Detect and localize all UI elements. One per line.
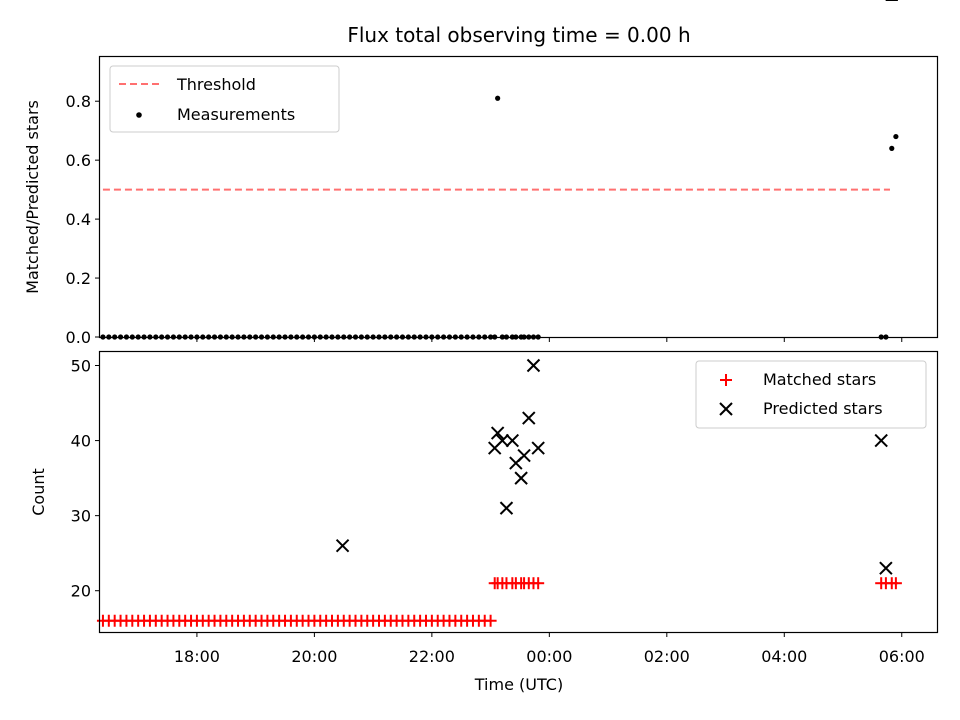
top-y-tick-label: 0.2 bbox=[66, 269, 91, 288]
bottom-legend: Matched stars Predicted stars bbox=[695, 360, 927, 429]
top-y-tick-label: 0.0 bbox=[66, 328, 91, 347]
top-legend-box bbox=[109, 65, 340, 133]
x-tick-label: 04:00 bbox=[761, 647, 807, 666]
top-plot-area bbox=[100, 95, 899, 340]
matched-legend-marker bbox=[720, 374, 732, 386]
predicted-star-point bbox=[499, 501, 514, 515]
predicted-legend-label: Predicted stars bbox=[763, 399, 883, 418]
predicted-star-point bbox=[517, 448, 531, 463]
bottom-legend-box bbox=[695, 360, 927, 429]
top-x-ticks bbox=[196, 337, 903, 342]
x-tick-label: 22:00 bbox=[409, 647, 455, 666]
bottom-y-tick-label: 20 bbox=[71, 582, 91, 601]
bottom-y-tick-label: 30 bbox=[71, 507, 91, 526]
threshold-legend-label: Threshold bbox=[176, 75, 256, 94]
predicted-star-point bbox=[514, 471, 528, 485]
top-y-axis-label: Matched/Predicted stars bbox=[23, 100, 42, 294]
chart-title: Flux total observing time = 0.00 h bbox=[347, 23, 690, 47]
bottom-y-axis-label: Count bbox=[29, 468, 48, 516]
bottom-plot-area bbox=[96, 0, 902, 627]
x-tick-label: 00:00 bbox=[526, 647, 572, 666]
measurements-legend-marker bbox=[136, 112, 142, 118]
predicted-star-point bbox=[879, 561, 893, 575]
predicted-star-point bbox=[335, 538, 350, 553]
top-y-axis: 0.0 0.2 0.4 0.6 0.8 bbox=[66, 92, 100, 347]
matched-star-point bbox=[484, 614, 497, 627]
predicted-star-point bbox=[490, 426, 505, 440]
x-tick-label: 06:00 bbox=[879, 647, 925, 666]
x-tick-label: 02:00 bbox=[644, 647, 690, 666]
bottom-panel: 20 30 40 50 18:00 20:00 22:00 00:00 02:00 04:00 0… bbox=[29, 0, 939, 694]
predicted-star-point bbox=[531, 441, 545, 455]
top-legend: Threshold Measurements bbox=[109, 65, 340, 133]
bottom-y-tick-label: 40 bbox=[71, 432, 91, 451]
bottom-x-axis: 18:00 20:00 22:00 00:00 02:00 04:00 06:00 bbox=[174, 632, 925, 666]
measurement-point bbox=[893, 133, 899, 140]
top-axes-frame bbox=[98, 55, 939, 339]
top-y-tick-label: 0.4 bbox=[66, 210, 91, 229]
measurements-legend-label: Measurements bbox=[177, 105, 295, 124]
predicted-star-point bbox=[526, 358, 541, 373]
top-y-tick-label: 0.6 bbox=[66, 151, 91, 170]
bottom-y-axis: 20 30 40 50 bbox=[71, 357, 100, 601]
x-axis-label: Time (UTC) bbox=[474, 675, 563, 694]
matched-legend-label: Matched stars bbox=[763, 370, 876, 389]
matched-star-point bbox=[889, 577, 902, 590]
predicted-star-point bbox=[874, 433, 888, 448]
x-tick-label: 18:00 bbox=[174, 647, 220, 666]
predicted-star-point bbox=[522, 411, 536, 425]
top-panel: 0.00.20.40.60.8 Matched/Predicted stars … bbox=[23, 55, 939, 347]
measurement-point bbox=[889, 145, 895, 151]
bottom-y-tick-label: 50 bbox=[71, 357, 91, 376]
x-tick-label: 20:00 bbox=[291, 647, 337, 666]
top-y-tick-label: 0.8 bbox=[66, 92, 91, 111]
predicted-legend-marker bbox=[719, 402, 733, 416]
measurement-point bbox=[495, 95, 501, 101]
matched-star-point bbox=[532, 577, 545, 590]
predicted-star-point bbox=[495, 433, 510, 448]
bottom-axes-frame bbox=[98, 350, 939, 634]
predicted-star-point bbox=[505, 433, 520, 448]
